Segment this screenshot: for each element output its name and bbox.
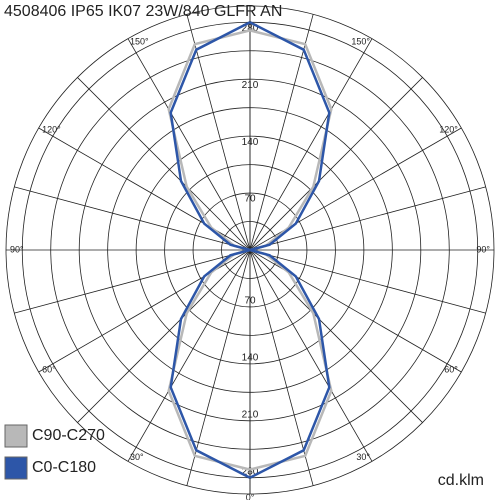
r-tick-label: 140 xyxy=(242,137,259,148)
spoke xyxy=(249,249,373,462)
spoke xyxy=(249,249,314,486)
spoke xyxy=(249,249,423,423)
r-tick-label: 210 xyxy=(242,80,259,91)
angle-tick-label: 90° xyxy=(476,244,490,254)
spoke xyxy=(186,249,251,486)
spoke xyxy=(186,14,251,251)
r-tick-label: 280 xyxy=(242,23,259,34)
spoke xyxy=(127,38,251,251)
r-tick-label: 140 xyxy=(242,353,259,364)
angle-tick-label: 0° xyxy=(246,492,255,500)
spoke xyxy=(127,249,251,462)
spoke xyxy=(14,186,251,251)
spoke xyxy=(14,249,251,314)
spoke xyxy=(77,77,251,251)
angle-tick-label: 150° xyxy=(351,37,370,47)
angle-tick-label: 120° xyxy=(439,124,458,134)
angle-tick-label: 60° xyxy=(42,364,56,374)
chart-title: 4508406 IP65 IK07 23W/840 GLFR AN xyxy=(4,3,282,20)
spoke xyxy=(249,38,373,251)
angle-tick-label: 30° xyxy=(356,452,370,462)
legend-label: C90-C270 xyxy=(32,427,105,444)
unit-label: cd.klm xyxy=(438,472,484,489)
r-tick-label: 280 xyxy=(242,466,259,477)
angle-tick-label: 60° xyxy=(444,364,458,374)
r-tick-label: 70 xyxy=(244,194,256,205)
r-tick-label: 210 xyxy=(242,409,259,420)
spoke xyxy=(249,77,423,251)
legend-swatch xyxy=(4,456,28,480)
spoke xyxy=(77,249,251,423)
curve xyxy=(169,21,255,479)
spoke xyxy=(249,186,486,251)
r-tick-label: 70 xyxy=(244,296,256,307)
angle-tick-label: 90° xyxy=(10,244,24,254)
angle-tick-label: 150° xyxy=(130,37,149,47)
spoke xyxy=(249,249,486,314)
legend-swatch xyxy=(4,424,28,448)
legend-label: C0-C180 xyxy=(32,459,96,476)
spoke xyxy=(249,14,314,251)
angle-tick-label: 120° xyxy=(42,124,61,134)
angle-tick-label: 30° xyxy=(130,452,144,462)
